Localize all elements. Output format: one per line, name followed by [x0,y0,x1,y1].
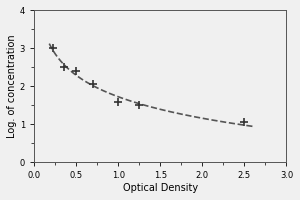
X-axis label: Optical Density: Optical Density [123,183,198,193]
Y-axis label: Log. of concentration: Log. of concentration [7,35,17,138]
